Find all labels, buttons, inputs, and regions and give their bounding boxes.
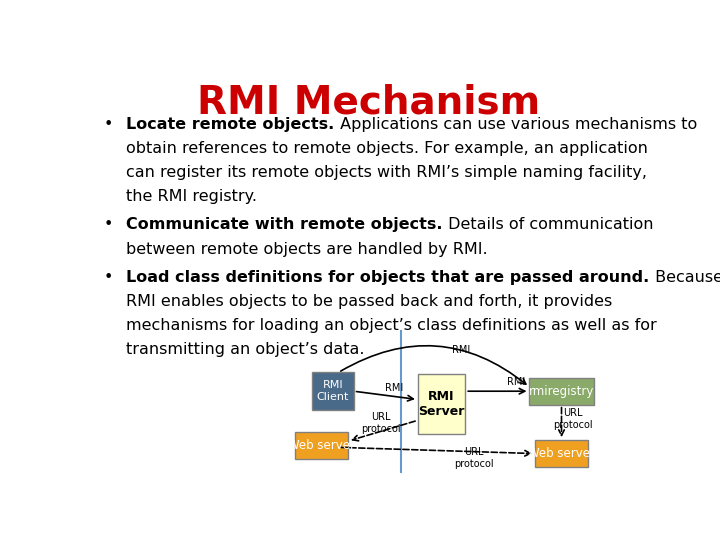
Text: •: • — [104, 270, 113, 285]
Text: Load class definitions for objects that are passed around.: Load class definitions for objects that … — [126, 270, 649, 285]
Text: Communicate with remote objects.: Communicate with remote objects. — [126, 218, 443, 232]
FancyBboxPatch shape — [295, 432, 348, 459]
Text: RMI
Client: RMI Client — [317, 380, 349, 402]
Text: URL
protocol: URL protocol — [454, 447, 494, 469]
Text: RMI
Server: RMI Server — [418, 390, 464, 417]
Text: URL
protocol: URL protocol — [554, 408, 593, 430]
Text: mechanisms for loading an object’s class definitions as well as for: mechanisms for loading an object’s class… — [126, 318, 657, 333]
Text: obtain references to remote objects. For example, an application: obtain references to remote objects. For… — [126, 141, 648, 156]
Text: •: • — [104, 117, 113, 132]
Text: URL
protocol: URL protocol — [361, 413, 401, 434]
Text: RMI enables objects to be passed back and forth, it provides: RMI enables objects to be passed back an… — [126, 294, 613, 309]
Text: can register its remote objects with RMI’s simple naming facility,: can register its remote objects with RMI… — [126, 165, 647, 180]
FancyBboxPatch shape — [529, 377, 593, 404]
FancyBboxPatch shape — [535, 440, 588, 467]
Text: •: • — [104, 218, 113, 232]
Text: Details of communication: Details of communication — [443, 218, 653, 232]
Text: Locate remote objects.: Locate remote objects. — [126, 117, 335, 132]
Text: transmitting an object’s data.: transmitting an object’s data. — [126, 342, 365, 357]
FancyBboxPatch shape — [312, 373, 354, 410]
Text: RMI: RMI — [452, 345, 470, 355]
Text: Applications can use various mechanisms to: Applications can use various mechanisms … — [335, 117, 697, 132]
Text: Web server: Web server — [288, 439, 355, 452]
Text: between remote objects are handled by RMI.: between remote objects are handled by RM… — [126, 241, 488, 256]
Text: Because: Because — [649, 270, 720, 285]
Text: rmiregistry: rmiregistry — [528, 384, 594, 397]
Text: the RMI registry.: the RMI registry. — [126, 189, 257, 204]
Text: RMI: RMI — [385, 383, 403, 393]
Text: RMI Mechanism: RMI Mechanism — [197, 84, 541, 122]
FancyBboxPatch shape — [418, 374, 465, 434]
Text: RMI: RMI — [507, 376, 525, 387]
Text: Web server: Web server — [528, 447, 595, 460]
